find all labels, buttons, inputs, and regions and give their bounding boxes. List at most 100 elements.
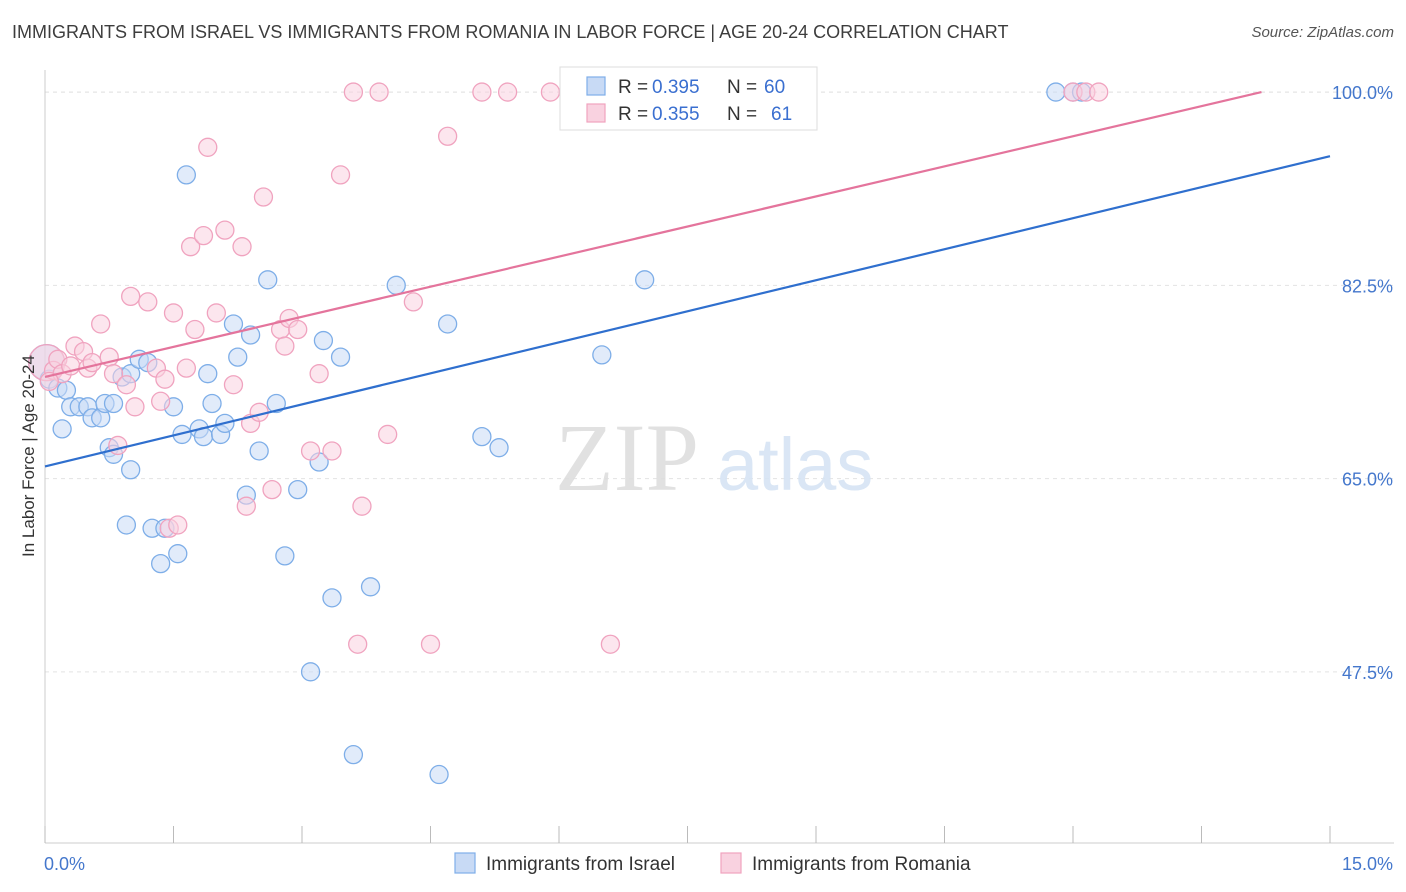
romania-point bbox=[121, 286, 141, 307]
romania-point bbox=[125, 397, 145, 417]
romania-point bbox=[420, 634, 441, 654]
israel-point bbox=[121, 460, 141, 480]
israel-point bbox=[322, 588, 342, 608]
israel-point bbox=[360, 577, 381, 597]
romania-point bbox=[176, 358, 197, 378]
bottom-legend-label-israel: Immigrants from Israel bbox=[486, 854, 675, 875]
romania-point bbox=[206, 303, 226, 323]
israel-point bbox=[275, 546, 295, 566]
watermark-zip: ZIP bbox=[555, 404, 699, 511]
israel-point bbox=[168, 544, 188, 564]
chart-title: IMMIGRANTS FROM ISRAEL VS IMMIGRANTS FRO… bbox=[12, 22, 1009, 42]
israel-point bbox=[343, 745, 364, 765]
top-legend: R = 0.395 N = 60 R = 0.355 N = 61 bbox=[559, 66, 818, 131]
legend-r-label-romania: R = bbox=[618, 104, 648, 125]
romania-point bbox=[1089, 82, 1109, 102]
romania-point bbox=[275, 336, 295, 356]
romania-point bbox=[150, 391, 171, 411]
israel-point bbox=[472, 426, 492, 447]
romania-point bbox=[352, 496, 372, 516]
watermark-atlas: atlas bbox=[717, 423, 873, 506]
bottom-legend-swatch-israel bbox=[454, 852, 476, 874]
trend-layer bbox=[44, 91, 1331, 468]
romania-point bbox=[288, 319, 308, 340]
romania-point bbox=[91, 314, 111, 334]
romania-point bbox=[262, 479, 282, 500]
romania-point bbox=[155, 369, 175, 389]
bottom-legend: Immigrants from Israel Immigrants from R… bbox=[454, 852, 971, 875]
romania-point bbox=[472, 82, 492, 102]
israel-point bbox=[258, 270, 278, 290]
y-tick-label: 100.0% bbox=[1332, 83, 1393, 103]
romania-point bbox=[108, 435, 128, 456]
israel-point bbox=[249, 441, 269, 461]
romania-point bbox=[540, 82, 561, 102]
legend-r-romania: 0.355 bbox=[652, 104, 700, 125]
legend-n-label-romania: N = bbox=[727, 104, 757, 125]
israel-point bbox=[198, 364, 218, 384]
legend-swatch-romania bbox=[586, 103, 606, 123]
y-axis-label: In Labor Force | Age 20-24 bbox=[19, 355, 38, 557]
romania-point bbox=[223, 375, 244, 395]
legend-n-romania: 61 bbox=[771, 104, 792, 125]
axis-layer bbox=[44, 70, 1394, 844]
romania-point bbox=[163, 303, 184, 323]
romania-trend-line bbox=[44, 91, 1262, 379]
chart-source: Source: ZipAtlas.com bbox=[1251, 24, 1394, 41]
romania-point bbox=[330, 165, 351, 185]
israel-point bbox=[489, 438, 509, 458]
israel-point bbox=[1046, 82, 1066, 102]
romania-point bbox=[497, 82, 518, 102]
legend-swatch-israel bbox=[586, 76, 606, 96]
romania-point bbox=[437, 126, 458, 146]
romania-point bbox=[185, 319, 205, 340]
israel-point bbox=[176, 165, 197, 185]
romania-point bbox=[193, 225, 214, 246]
romania-point bbox=[198, 137, 218, 157]
romania-point bbox=[600, 634, 621, 654]
israel-point bbox=[56, 380, 77, 400]
x-tick-label: 0.0% bbox=[44, 854, 85, 874]
israel-point bbox=[330, 347, 351, 367]
israel-point bbox=[52, 419, 72, 439]
israel-trend-line bbox=[44, 155, 1331, 468]
romania-point bbox=[39, 371, 59, 392]
israel-point bbox=[313, 330, 334, 351]
romania-point bbox=[138, 292, 158, 312]
romania-point bbox=[180, 237, 201, 257]
legend-n-israel: 60 bbox=[764, 77, 785, 98]
romania-point bbox=[253, 187, 274, 207]
israel-point bbox=[228, 347, 248, 367]
romania-point bbox=[103, 364, 124, 384]
israel-point bbox=[635, 270, 655, 290]
israel-point bbox=[429, 764, 449, 785]
israel-point bbox=[300, 662, 321, 682]
romania-point bbox=[168, 515, 188, 535]
grid-layer bbox=[45, 91, 1394, 673]
bottom-legend-swatch-romania bbox=[720, 852, 742, 874]
y-tick-label: 82.5% bbox=[1342, 276, 1393, 296]
israel-point bbox=[116, 515, 137, 535]
romania-point bbox=[369, 82, 389, 102]
legend-n-label-israel: N = bbox=[727, 77, 757, 98]
romania-point bbox=[348, 634, 368, 654]
romania-point bbox=[236, 496, 256, 516]
romania-point bbox=[403, 292, 424, 312]
romania-point bbox=[82, 352, 102, 373]
romania-point bbox=[322, 441, 342, 461]
legend-r-israel: 0.395 bbox=[652, 77, 700, 98]
watermark: ZIP atlas bbox=[555, 404, 873, 511]
romania-point bbox=[309, 364, 329, 384]
bottom-legend-label-romania: Immigrants from Romania bbox=[752, 854, 971, 875]
x-tick-label: 15.0% bbox=[1342, 854, 1393, 874]
israel-point bbox=[266, 393, 286, 414]
romania-point bbox=[232, 237, 252, 257]
y-tick-label: 47.5% bbox=[1342, 663, 1393, 683]
israel-point bbox=[437, 314, 458, 334]
romania-point bbox=[215, 220, 235, 240]
romania-point bbox=[116, 375, 137, 395]
romania-point bbox=[343, 82, 364, 102]
israel-point bbox=[103, 393, 124, 414]
tick-layer: 47.5% 65.0% 82.5% 100.0% 0.0% 15.0% bbox=[44, 83, 1393, 874]
